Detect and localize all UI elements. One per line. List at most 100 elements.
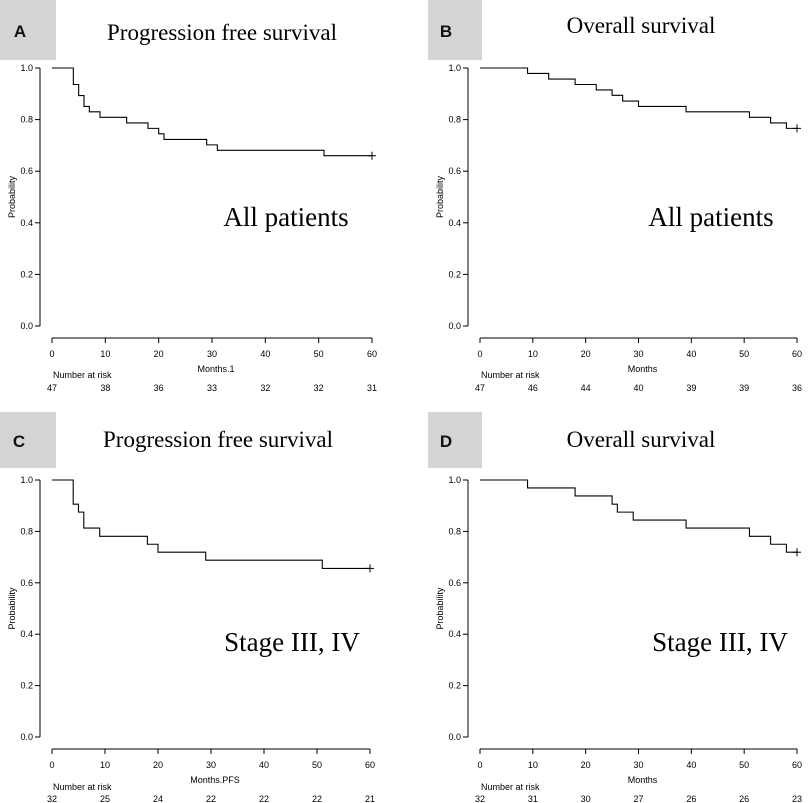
- risk-table-title: Number at risk: [53, 782, 112, 792]
- x-tick-label: 0: [49, 349, 54, 359]
- risk-value: 33: [207, 383, 217, 393]
- x-tick-label: 60: [365, 760, 375, 770]
- risk-value: 44: [581, 383, 591, 393]
- y-tick-label: 0.2: [20, 269, 33, 279]
- risk-value: 39: [739, 383, 749, 393]
- y-tick-label: 1.0: [448, 475, 461, 485]
- y-axis-label: Probability: [435, 587, 445, 630]
- chart-annotation: All patients: [223, 202, 348, 232]
- risk-value: 32: [260, 383, 270, 393]
- y-tick-label: 0.6: [20, 578, 33, 588]
- risk-value: 47: [47, 383, 57, 393]
- x-tick-label: 40: [260, 349, 270, 359]
- y-axis-label: Probability: [7, 175, 17, 218]
- y-tick-label: 0.0: [448, 321, 461, 331]
- x-tick-label: 30: [633, 349, 643, 359]
- risk-value: 23: [792, 794, 802, 803]
- x-tick-label: 30: [207, 349, 217, 359]
- risk-value: 31: [367, 383, 377, 393]
- risk-value: 22: [312, 794, 322, 803]
- chart-title: Progression free survival: [103, 427, 333, 452]
- km-curve-line: [480, 479, 797, 553]
- risk-table-title: Number at risk: [481, 370, 540, 380]
- panel-b: B Overall survival All patients 0.0 0.2 0.4 0.…: [428, 0, 802, 393]
- x-axis-label: Months: [628, 364, 658, 374]
- x-axis-label: Months.PFS: [190, 775, 240, 785]
- risk-value: 40: [633, 383, 643, 393]
- y-tick-label: 0.6: [448, 166, 461, 176]
- x-tick-label: 50: [312, 760, 322, 770]
- panel-d: D Overall survival Stage III, IV 0.0 0.2 0.4 0…: [428, 412, 802, 803]
- risk-value: 32: [47, 794, 57, 803]
- chart-title: Overall survival: [567, 427, 716, 452]
- chart-annotation: Stage III, IV: [224, 627, 360, 657]
- panel-letter: B: [440, 22, 452, 41]
- panel-badge: [428, 0, 482, 60]
- y-tick-label: 1.0: [20, 63, 33, 73]
- y-tick-label: 0.4: [448, 218, 461, 228]
- risk-value: 26: [739, 794, 749, 803]
- risk-value: 22: [259, 794, 269, 803]
- risk-value: 36: [792, 383, 802, 393]
- y-tick-label: 0.4: [448, 629, 461, 639]
- x-tick-label: 50: [739, 349, 749, 359]
- panel-c: C Progression free survival Stage III, IV 0…: [0, 412, 375, 803]
- x-tick-label: 40: [686, 349, 696, 359]
- x-tick-label: 10: [528, 760, 538, 770]
- risk-value: 22: [206, 794, 216, 803]
- y-tick-label: 0.0: [20, 321, 33, 331]
- chart-title: Progression free survival: [107, 20, 337, 45]
- x-axis-label: Months.1: [197, 364, 234, 374]
- x-tick-label: 50: [314, 349, 324, 359]
- x-tick-label: 60: [367, 349, 377, 359]
- risk-table-title: Number at risk: [481, 782, 540, 792]
- risk-value: 32: [475, 794, 485, 803]
- chart-annotation: All patients: [648, 202, 773, 232]
- x-tick-label: 40: [259, 760, 269, 770]
- y-tick-label: 0.8: [20, 526, 33, 536]
- chart-title: Overall survival: [567, 13, 716, 38]
- panel-badge: [0, 0, 56, 60]
- y-tick-label: 0.8: [20, 115, 33, 125]
- y-tick-label: 0.0: [20, 732, 33, 742]
- km-curve-line: [52, 479, 370, 569]
- x-tick-label: 50: [739, 760, 749, 770]
- y-tick-label: 1.0: [448, 63, 461, 73]
- x-axis-label: Months: [628, 775, 658, 785]
- x-tick-label: 20: [581, 349, 591, 359]
- x-tick-label: 20: [153, 760, 163, 770]
- y-axis-label: Probability: [435, 175, 445, 218]
- y-tick-label: 0.2: [448, 269, 461, 279]
- risk-value: 32: [314, 383, 324, 393]
- x-tick-label: 0: [477, 349, 482, 359]
- risk-value: 38: [100, 383, 110, 393]
- risk-value: 27: [633, 794, 643, 803]
- risk-value: 24: [153, 794, 163, 803]
- x-tick-label: 60: [792, 349, 802, 359]
- x-tick-label: 20: [581, 760, 591, 770]
- x-tick-label: 10: [528, 349, 538, 359]
- y-tick-label: 0.2: [448, 681, 461, 691]
- panel-a: A Progression free survival All patients 0.…: [0, 0, 377, 393]
- risk-value: 46: [528, 383, 538, 393]
- risk-value: 21: [365, 794, 375, 803]
- y-tick-label: 0.6: [448, 578, 461, 588]
- km-curve-line: [52, 67, 372, 157]
- y-tick-label: 0.4: [20, 629, 33, 639]
- risk-value: 26: [686, 794, 696, 803]
- panel-badge: [0, 412, 56, 468]
- y-tick-label: 0.8: [448, 526, 461, 536]
- risk-value: 39: [686, 383, 696, 393]
- risk-value: 30: [581, 794, 591, 803]
- y-tick-label: 0.0: [448, 732, 461, 742]
- risk-table-title: Number at risk: [53, 370, 112, 380]
- x-tick-label: 0: [477, 760, 482, 770]
- chart-annotation: Stage III, IV: [652, 627, 788, 657]
- risk-value: 36: [154, 383, 164, 393]
- risk-value: 47: [475, 383, 485, 393]
- x-tick-label: 30: [633, 760, 643, 770]
- panel-letter: D: [440, 432, 452, 451]
- x-tick-label: 30: [206, 760, 216, 770]
